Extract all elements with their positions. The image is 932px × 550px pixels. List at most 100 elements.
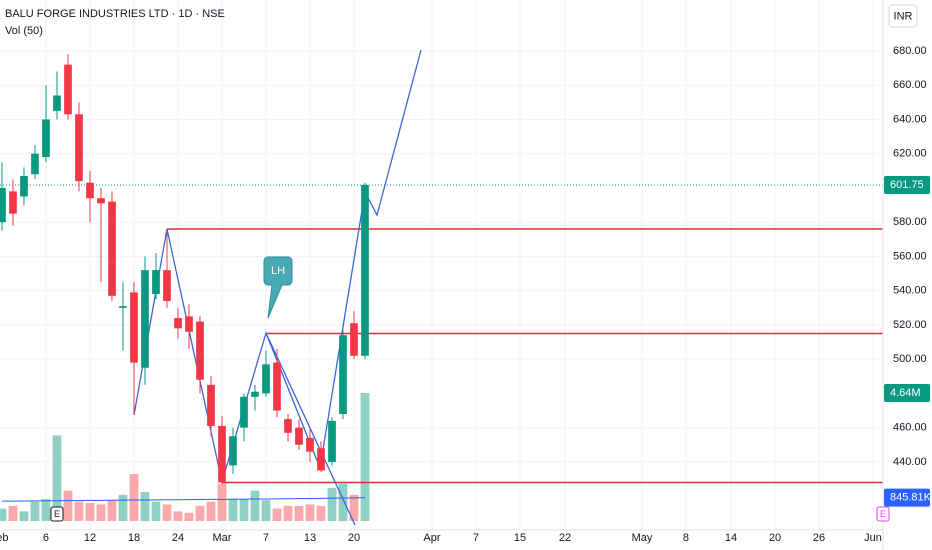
y-tick-label: 440.00 xyxy=(893,456,927,468)
candle-body xyxy=(20,175,28,197)
y-tick-label: 460.00 xyxy=(893,422,927,434)
candle-body xyxy=(64,64,72,115)
pattern-line xyxy=(133,49,422,483)
x-tick-label: 20 xyxy=(348,532,360,544)
currency-box[interactable] xyxy=(888,4,918,28)
y-tick-label: 500.00 xyxy=(893,353,927,365)
volume-bar xyxy=(338,483,348,521)
candle-body xyxy=(218,425,226,483)
volume-bar xyxy=(239,498,249,521)
volume-ma-line xyxy=(1,497,366,502)
candle-body xyxy=(229,436,237,466)
candle-body xyxy=(273,362,281,411)
last-volume-label: 4.64M xyxy=(890,387,921,399)
candle-body xyxy=(317,448,325,471)
y-tick-label: 520.00 xyxy=(893,319,927,331)
lh-callout: LH xyxy=(263,256,293,319)
earnings-marker[interactable] xyxy=(876,506,890,522)
volume-bar xyxy=(272,508,282,521)
volume-bar xyxy=(327,487,337,521)
last-volume-label-box xyxy=(884,383,930,402)
volume-bar xyxy=(129,474,139,521)
x-tick-label: Mar xyxy=(213,532,232,544)
volume-bar xyxy=(19,511,29,521)
candle-body xyxy=(174,318,182,329)
earnings-label[interactable]: E xyxy=(880,509,886,519)
axes: 680.00 660.00 640.00 620.00 580.00 560.00 540.… xyxy=(0,45,932,544)
earnings-label[interactable]: E xyxy=(54,509,60,519)
currency[interactable]: INR xyxy=(894,10,913,22)
symbol-title: BALU FORGE INDUSTRIES LTD · 1D · NSE xyxy=(5,8,225,20)
volume-bar xyxy=(0,508,7,521)
y-tick-label: 560.00 xyxy=(893,250,927,262)
candle-body xyxy=(163,270,171,301)
y-tick-label: 660.00 xyxy=(893,79,927,91)
volume-bar xyxy=(52,435,62,521)
earnings-marker[interactable] xyxy=(50,506,64,522)
x-tick-label: 7 xyxy=(263,532,269,544)
volume-bar xyxy=(107,500,117,521)
candle-body xyxy=(97,198,105,204)
candle-body xyxy=(9,191,17,214)
volume-bar xyxy=(195,505,205,521)
volume-bar xyxy=(96,504,106,521)
candle-body xyxy=(295,427,303,445)
volume-bar xyxy=(206,501,216,521)
volume-pane xyxy=(0,392,370,521)
volume-bar xyxy=(294,505,304,521)
volume-bar xyxy=(173,511,183,521)
candle-body xyxy=(361,184,369,356)
x-tick-label: 7 xyxy=(473,532,479,544)
candle-body xyxy=(328,420,336,462)
candle-body xyxy=(141,270,149,368)
y-tick-label: 680.00 xyxy=(893,45,927,57)
x-tick-label: 20 xyxy=(769,532,781,544)
candle-body xyxy=(42,119,50,158)
grid xyxy=(0,0,883,530)
levels xyxy=(0,184,883,484)
volume-bar xyxy=(283,505,293,521)
volume-ma-label-box xyxy=(884,488,930,507)
candle-body xyxy=(119,306,127,308)
x-tick-label: 13 xyxy=(304,532,316,544)
x-tick-label: 12 xyxy=(84,532,96,544)
candles xyxy=(0,54,369,485)
y-tick-label: 620.00 xyxy=(893,148,927,160)
candle-body xyxy=(207,384,215,426)
volume-bar xyxy=(63,490,73,521)
candle-body xyxy=(262,364,270,394)
x-tick-label: 22 xyxy=(559,532,571,544)
volume-bar xyxy=(8,505,18,521)
x-tick-label: 26 xyxy=(813,532,825,544)
callout-bubble xyxy=(263,256,293,319)
y-tick-label: 640.00 xyxy=(893,113,927,125)
candle-body xyxy=(350,323,358,356)
candle-body xyxy=(240,396,248,428)
x-tick-label: Jun xyxy=(864,532,882,544)
volume-bar xyxy=(250,490,260,521)
candle-body xyxy=(130,292,138,363)
volume-ma-label: 845.81K xyxy=(890,492,932,504)
y-tick-label: 540.00 xyxy=(893,285,927,297)
volume-bar xyxy=(41,498,51,521)
candle-body xyxy=(152,270,160,295)
volume-bar xyxy=(74,501,84,521)
candle-body xyxy=(0,187,6,223)
last-price-label: 601.75 xyxy=(890,179,924,191)
volume-bar xyxy=(228,498,238,521)
candle-body xyxy=(31,153,39,175)
last-price-label-box xyxy=(884,175,930,194)
candle-body xyxy=(75,114,83,182)
y-tick-label: 580.00 xyxy=(893,216,927,228)
volume-bar xyxy=(349,494,359,521)
x-tick-label: Apr xyxy=(423,532,440,544)
volume-bar xyxy=(30,501,40,521)
volume-indicator-label: Vol (50) xyxy=(5,25,43,37)
volume-bar xyxy=(261,500,271,521)
x-tick-label: 24 xyxy=(172,532,184,544)
volume-bar xyxy=(217,483,227,521)
x-tick-label: May xyxy=(632,532,653,544)
candle-body xyxy=(284,419,292,433)
x-tick-label: Feb xyxy=(0,532,8,544)
